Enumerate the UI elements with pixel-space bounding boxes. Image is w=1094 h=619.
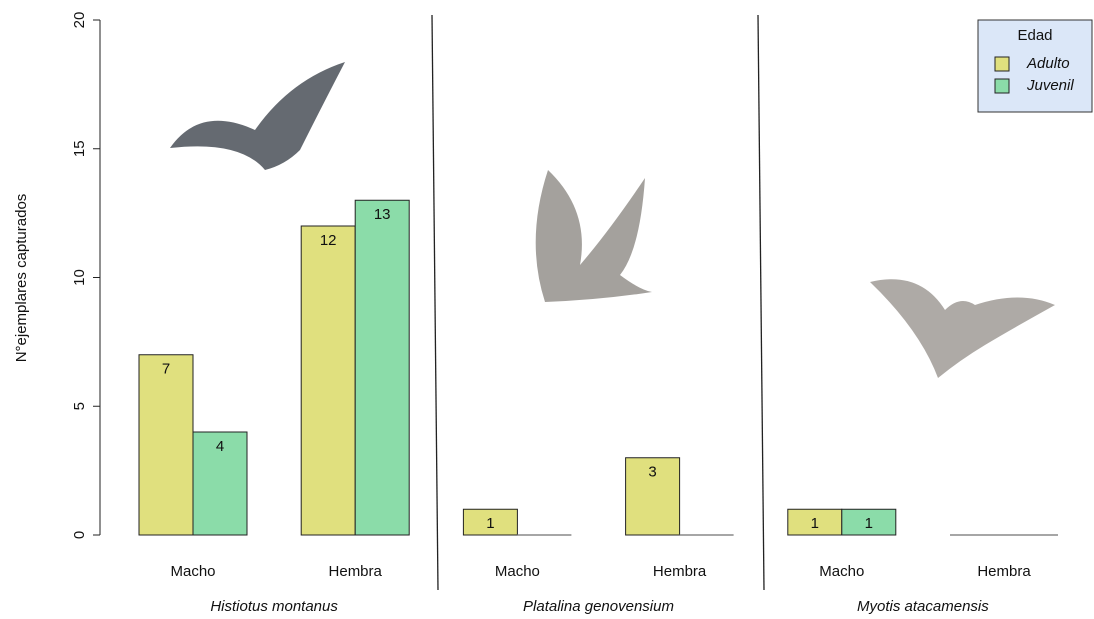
value-label: 4 [216, 438, 224, 455]
value-label: 3 [648, 464, 656, 481]
group-separator [431, 14, 439, 591]
value-label: 1 [811, 515, 819, 532]
legend-swatch [994, 56, 1010, 72]
x-tick-label: Macho [495, 563, 540, 580]
bar [192, 431, 248, 536]
value-label: 1 [865, 515, 873, 532]
bat-illustration [170, 62, 345, 170]
bar [841, 508, 897, 536]
value-label: 12 [320, 232, 337, 249]
group-label: Platalina genovensium [523, 598, 674, 615]
bar [462, 508, 518, 536]
bat-illustration [870, 279, 1055, 378]
y-tick-label: 0 [71, 531, 88, 539]
y-tick-label: 10 [71, 269, 88, 286]
y-tick-label: 5 [71, 402, 88, 410]
y-axis-label: N°ejemplares capturados [13, 194, 30, 363]
bar [354, 199, 410, 536]
value-label: 13 [374, 206, 391, 223]
group-label: Histiotus montanus [210, 598, 338, 615]
bar [138, 354, 194, 536]
bar [300, 225, 356, 536]
x-tick-label: Hembra [977, 563, 1031, 580]
value-label: 7 [162, 361, 170, 378]
x-tick-label: Macho [819, 563, 864, 580]
bar [625, 457, 681, 536]
legend-label: Juvenil [1026, 77, 1074, 94]
legend-swatch [994, 78, 1010, 94]
x-tick-label: Macho [170, 563, 215, 580]
y-tick-label: 20 [71, 12, 88, 29]
legend-label: Adulto [1026, 55, 1070, 72]
x-tick-label: Hembra [329, 563, 383, 580]
legend-title: Edad [1017, 27, 1052, 44]
group-label: Myotis atacamensis [857, 598, 989, 615]
group-separator [757, 14, 765, 591]
bat-illustration [535, 170, 652, 302]
value-label: 1 [486, 515, 494, 532]
y-tick-label: 15 [71, 140, 88, 157]
x-tick-label: Hembra [653, 563, 707, 580]
